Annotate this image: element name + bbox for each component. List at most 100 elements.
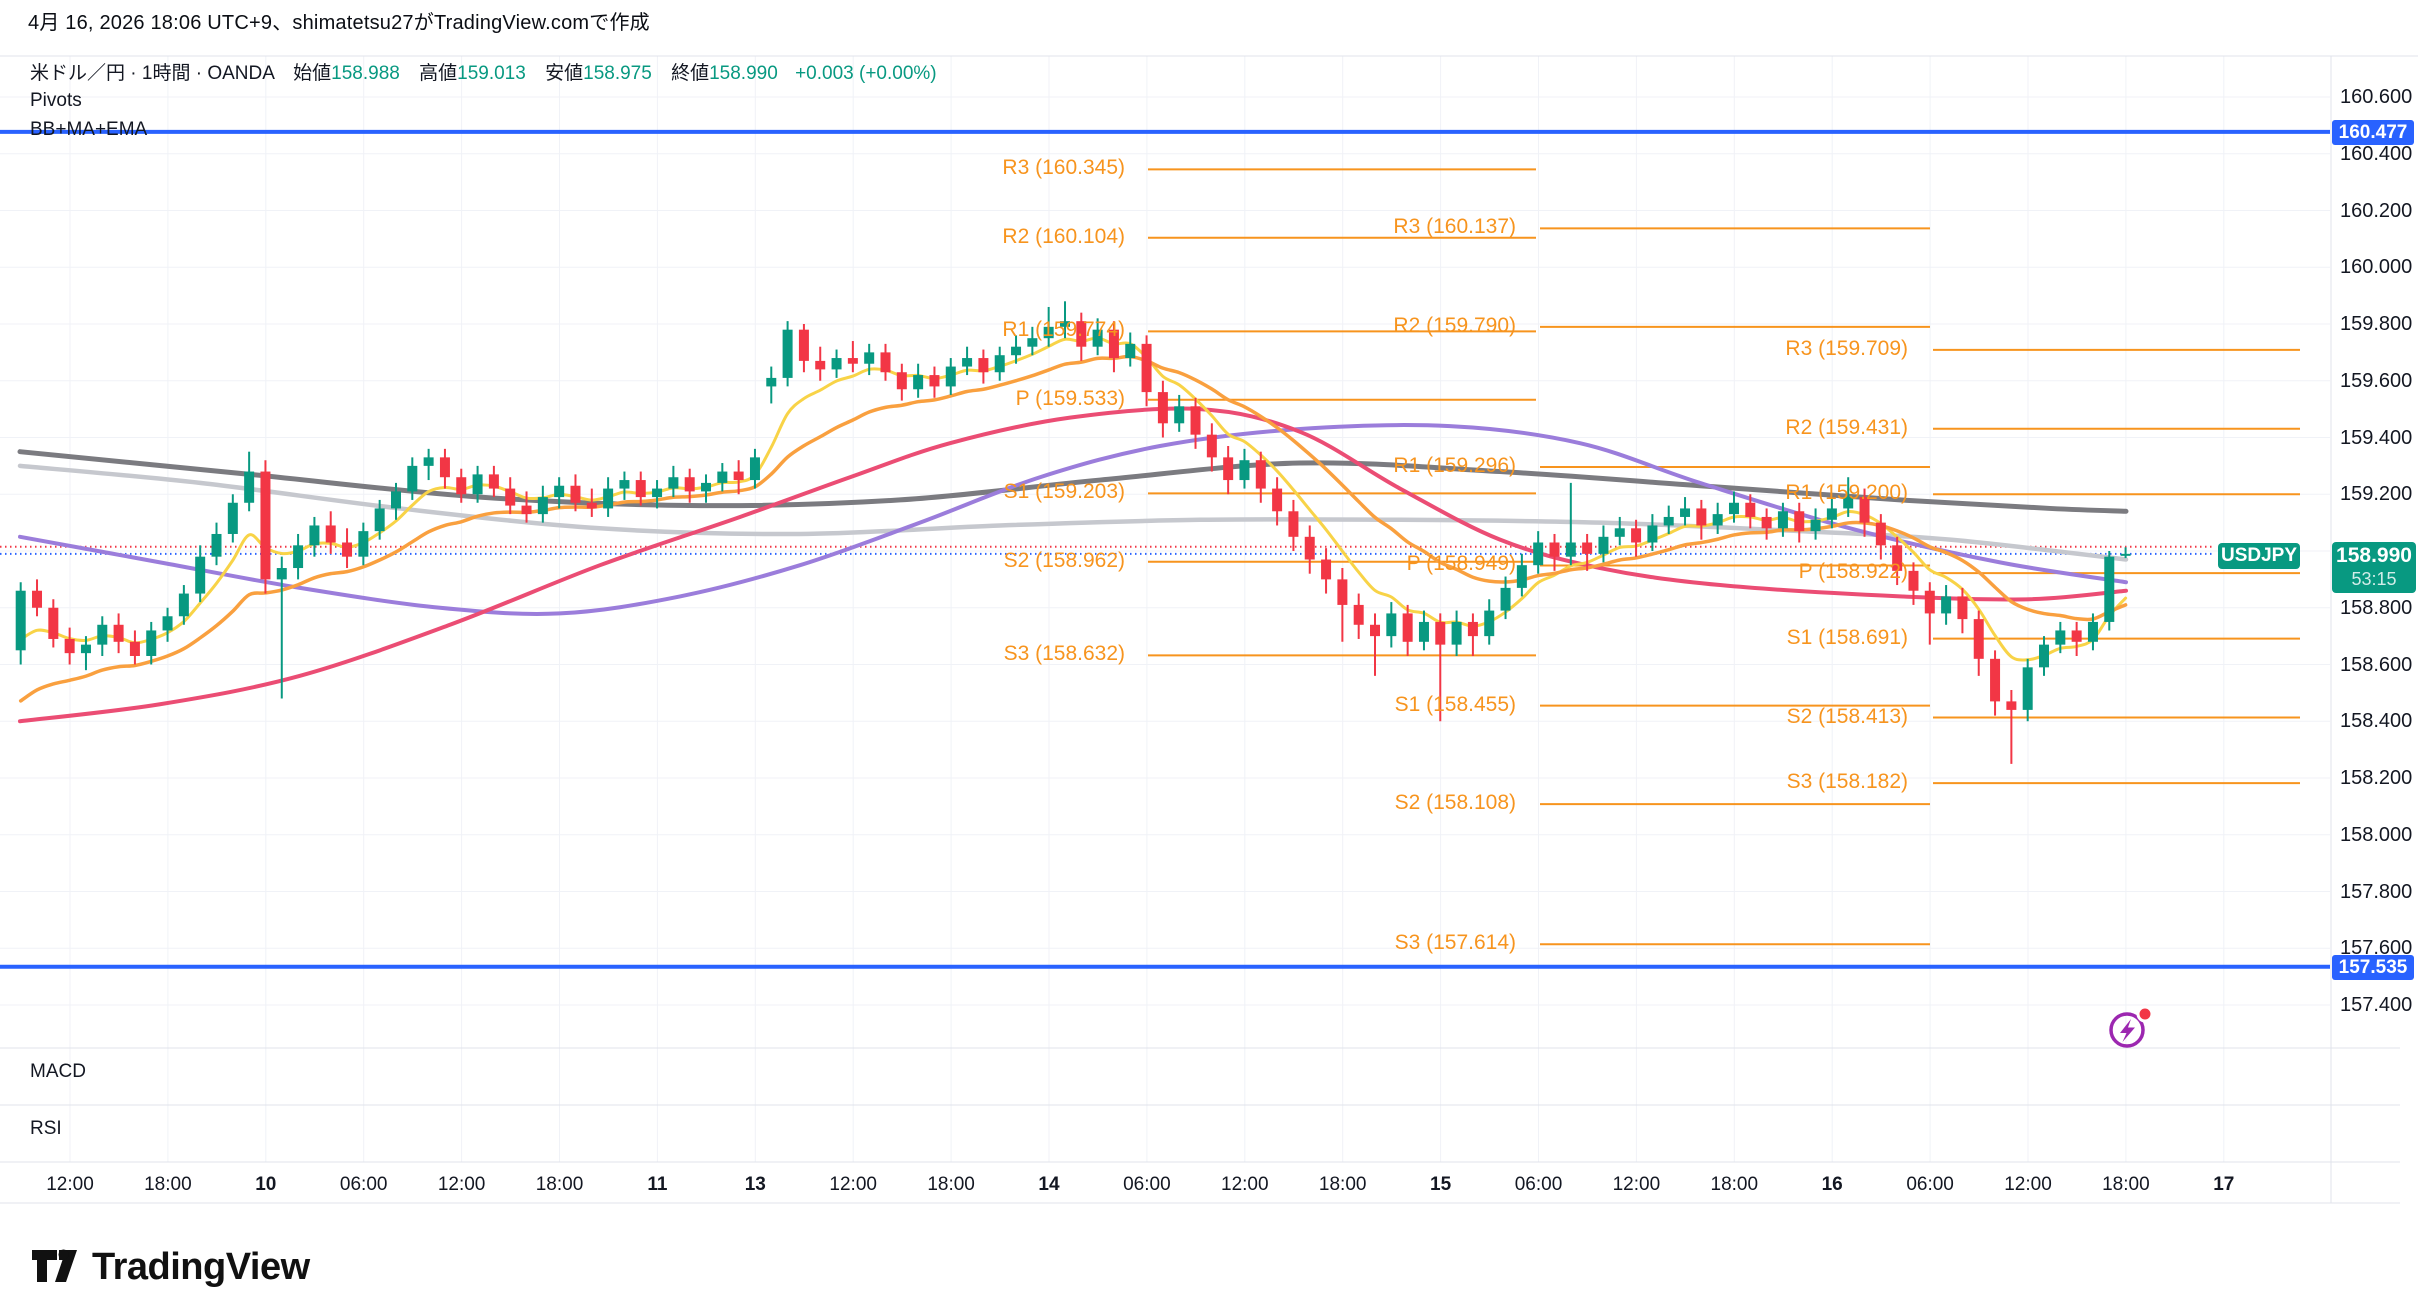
- candle-body-down: [1973, 619, 1984, 659]
- candle-body-up: [146, 630, 157, 656]
- price-tick-label: 158.400: [2340, 710, 2413, 733]
- time-tick-label: 15: [1430, 1174, 1452, 1195]
- candle-body-down: [1370, 624, 1381, 637]
- candle-body-down: [1223, 457, 1234, 481]
- macd-pane-label[interactable]: MACD: [30, 1061, 86, 1082]
- price-tick-label: 157.800: [2340, 880, 2413, 903]
- price-tick-label: 158.000: [2340, 823, 2413, 846]
- price-tick-label: 158.600: [2340, 653, 2413, 676]
- candle-body-up: [537, 497, 548, 515]
- candle-body-down: [521, 505, 532, 515]
- price-tick-label: 160.600: [2340, 86, 2413, 108]
- flash-refresh-button[interactable]: [2104, 1005, 2156, 1056]
- candle-body-down: [1255, 460, 1266, 489]
- candle-body-up: [97, 624, 108, 645]
- candle-body-up: [1174, 406, 1185, 424]
- candle-body-down: [847, 358, 858, 364]
- candle-body-up: [1663, 516, 1674, 526]
- time-tick-label: 12:00: [2004, 1174, 2052, 1195]
- legend-bb-ma-ema[interactable]: BB+MA+EMA: [30, 119, 148, 140]
- time-tick-label: 11: [647, 1174, 668, 1195]
- pivot-label-r2: R2 (159.790): [1393, 313, 1516, 337]
- candle-body-up: [227, 502, 238, 534]
- time-tick-label: 12:00: [437, 1174, 486, 1195]
- candle-body-up: [195, 556, 206, 594]
- candle-body-down: [48, 607, 59, 639]
- candle-body-up: [1500, 587, 1511, 611]
- candle-body-down: [1875, 522, 1886, 546]
- candle-body-down: [1288, 511, 1299, 537]
- candle-body-up: [1059, 321, 1070, 327]
- candle-body-up: [1533, 542, 1544, 566]
- time-tick-label: 18:00: [1710, 1174, 1759, 1195]
- price-tick-label: 158.800: [2340, 596, 2413, 619]
- candle-body-down: [635, 480, 646, 498]
- candle-body-up: [1826, 508, 1837, 520]
- candle-body-up: [1680, 508, 1691, 517]
- time-tick-label: 10: [255, 1174, 277, 1195]
- pivot-label-p: P (158.949): [1406, 552, 1516, 576]
- candle-body-up: [864, 352, 875, 364]
- pivot-label-r3: R3 (160.345): [1002, 156, 1125, 180]
- bar-countdown: 53:15: [2351, 569, 2397, 589]
- change-value: +0.003 (+0.00%): [795, 63, 937, 84]
- candle-body-down: [1761, 516, 1772, 529]
- candle-body-down: [1892, 545, 1903, 571]
- close-value: 158.990: [709, 63, 778, 84]
- rsi-pane-label[interactable]: RSI: [30, 1118, 62, 1139]
- candle-body-up: [2022, 667, 2033, 710]
- time-tick-label: 12:00: [829, 1174, 877, 1195]
- candle-body-down: [1190, 406, 1201, 435]
- pivot-label-s2: S2 (158.413): [1786, 704, 1908, 728]
- candle-body-down: [1141, 343, 1152, 393]
- candle-body-up: [1043, 326, 1054, 339]
- candle-body-up: [1728, 502, 1739, 515]
- candle-body-down: [1435, 621, 1446, 645]
- candle-body-down: [880, 352, 891, 373]
- candle-body-down: [1745, 502, 1756, 517]
- candle-body-down: [586, 502, 597, 509]
- high-label: 高値: [419, 63, 458, 84]
- candle-body-down: [1304, 536, 1315, 560]
- candle-body-up: [1451, 621, 1462, 645]
- candle-body-up: [766, 377, 777, 387]
- candle-body-up: [1941, 596, 1952, 614]
- candle-body-up: [701, 482, 712, 492]
- close-label: 終値: [671, 63, 710, 84]
- candle-body-up: [994, 355, 1005, 373]
- pivot-label-s1: S1 (158.455): [1394, 692, 1516, 716]
- candle-body-up: [80, 644, 91, 654]
- ma-purple: [18, 423, 2128, 616]
- candle-body-up: [603, 488, 614, 509]
- last-price-axis-tag: 158.990 53:15: [2332, 542, 2416, 593]
- candle-body-up: [717, 471, 728, 483]
- candle-body-up: [1011, 346, 1022, 356]
- price-tick-label: 157.400: [2340, 994, 2413, 1016]
- candle-body-up: [162, 616, 173, 631]
- candle-body-up: [1516, 565, 1527, 588]
- candle-body-down: [1924, 590, 1935, 614]
- upper-band-axis-tag: 160.477: [2332, 120, 2414, 145]
- candle-body-down: [1549, 542, 1560, 557]
- candle-body-down: [1157, 392, 1168, 424]
- time-tick-label: 18:00: [144, 1174, 192, 1195]
- price-tick-label: 157.600: [2340, 937, 2413, 960]
- candle-body-up: [2120, 553, 2131, 556]
- candle-body-down: [1582, 542, 1593, 554]
- candle-body-up: [749, 457, 760, 481]
- time-tick-label: 18:00: [927, 1174, 975, 1195]
- legend-pivots[interactable]: Pivots: [30, 90, 82, 111]
- time-tick-label: 17: [2213, 1174, 2235, 1195]
- time-tick-label: 06:00: [1123, 1174, 1171, 1195]
- price-tick-label: 159.600: [2340, 369, 2413, 392]
- candle-body-down: [2071, 630, 2082, 642]
- pivot-label-s3: S3 (158.632): [1003, 642, 1125, 666]
- candle-body-up: [913, 375, 924, 390]
- candle-body-down: [1108, 329, 1119, 359]
- candle-body-up: [2104, 556, 2115, 622]
- tradingview-logo-text: TradingView: [92, 1245, 310, 1288]
- candle-body-up: [358, 531, 369, 557]
- symbol-ohlc-row[interactable]: 米ドル／円 · 1時間 · OANDA 始値158.988 高値159.013 …: [30, 58, 937, 85]
- pivot-label-r3: R3 (159.709): [1785, 336, 1908, 360]
